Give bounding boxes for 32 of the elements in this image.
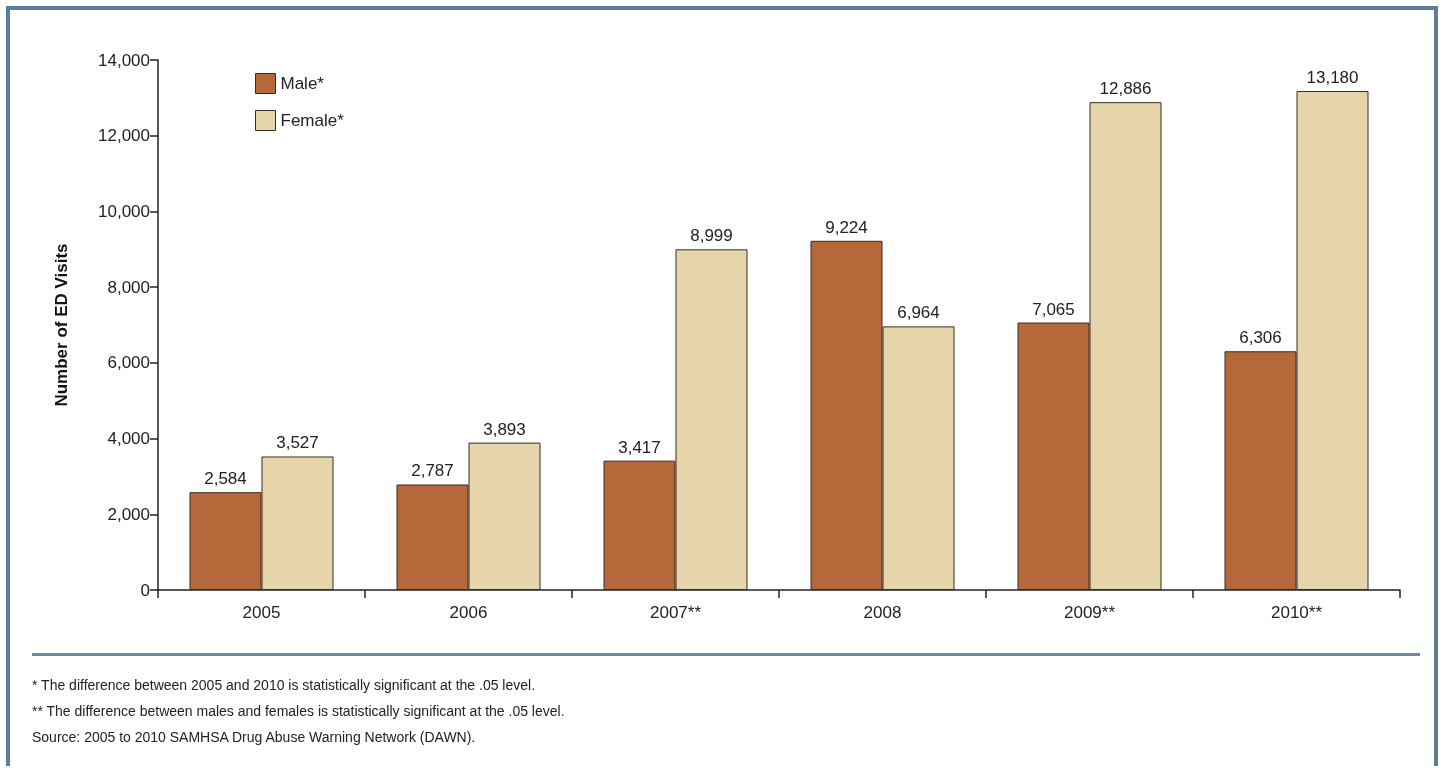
data-label: 12,886 — [1099, 79, 1152, 99]
y-tick-label: 2,000 — [107, 504, 150, 524]
y-tick-label: 0 — [140, 580, 150, 600]
y-axis-title: Number of ED Visits — [52, 243, 71, 407]
x-tick-label: 2008 — [863, 603, 902, 622]
data-label: 3,893 — [483, 419, 526, 439]
data-label: 2,584 — [204, 469, 247, 489]
legend-label: Female* — [280, 111, 345, 130]
y-tick-label: 12,000 — [98, 126, 150, 146]
y-tick-label: 6,000 — [107, 353, 150, 373]
x-tick-label: 2009** — [1063, 603, 1116, 622]
data-label: 6,306 — [1239, 328, 1282, 348]
data-label: 7,065 — [1032, 299, 1075, 319]
data-label: 6,964 — [897, 303, 940, 323]
text: ** The difference between males and females is statistically significant at the .05 level. — [32, 702, 565, 721]
y-tick-label: 14,000 — [98, 50, 150, 70]
data-label: 2,787 — [411, 461, 454, 481]
data-label: 9,224 — [825, 217, 868, 237]
y-tick-label: 4,000 — [107, 429, 150, 449]
x-tick-label: 2006 — [449, 603, 488, 622]
y-tick-label: 10,000 — [98, 201, 150, 221]
text: * The difference between 2005 and 2010 is statistically significant at the .05 level. — [32, 676, 537, 695]
data-label: 8,999 — [690, 226, 733, 246]
source-note: Source: 2005 to 2010 SAMHSA Drug Abuse Warning Network (DAWN). — [32, 728, 477, 747]
x-tick-label: 2010** — [1270, 603, 1323, 622]
legend-label: Male* — [280, 74, 325, 93]
data-label: 3,417 — [618, 437, 661, 457]
x-tick-label: 2007** — [649, 603, 702, 622]
y-tick-label: 8,000 — [107, 277, 150, 297]
x-tick-label: 2005 — [242, 603, 281, 622]
data-label: 3,527 — [276, 433, 319, 453]
data-label: 13,180 — [1306, 68, 1359, 88]
